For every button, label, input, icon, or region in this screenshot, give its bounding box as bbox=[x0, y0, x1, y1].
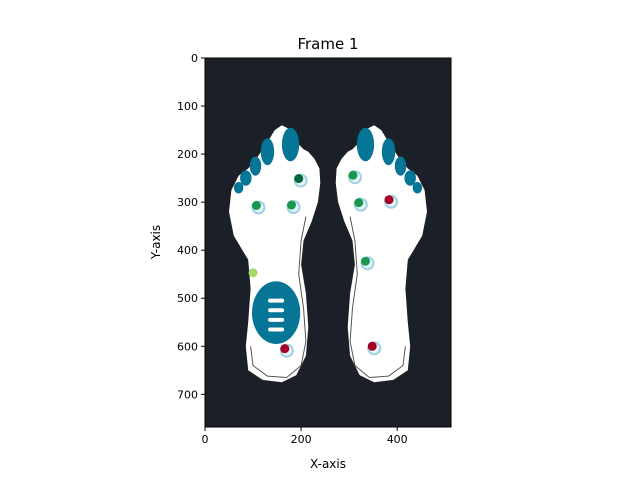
right-heel-slot-2 bbox=[371, 308, 388, 313]
right-toe-pad-5 bbox=[412, 181, 423, 194]
left-toe-pad-5 bbox=[233, 181, 244, 194]
right-foot-insole bbox=[335, 125, 427, 383]
x-tick-label: 400 bbox=[387, 433, 408, 446]
sensor-point-9 bbox=[360, 256, 370, 266]
right-heel-slot-3 bbox=[371, 317, 388, 322]
chart-title: Frame 1 bbox=[297, 35, 358, 53]
sensor-point-7 bbox=[354, 198, 364, 208]
right-toe-pad-2 bbox=[381, 138, 396, 166]
right-toe-pad-3 bbox=[394, 156, 407, 176]
x-axis-ticks: 0 200 400 bbox=[202, 427, 408, 446]
y-tick-label: 100 bbox=[177, 100, 198, 113]
sensor-point-8 bbox=[384, 195, 394, 205]
left-heel-slot-3 bbox=[268, 317, 285, 322]
right-foot-inner-line bbox=[349, 216, 406, 379]
x-axis-label: X-axis bbox=[310, 457, 346, 471]
y-tick-label: 0 bbox=[191, 52, 198, 65]
plot-frame bbox=[204, 57, 452, 428]
x-tick-label: 0 bbox=[202, 433, 209, 446]
left-heel-slot-2 bbox=[268, 308, 285, 313]
right-toe-pad-4 bbox=[404, 170, 416, 186]
left-heel-slot-4 bbox=[268, 327, 285, 332]
sensor-point-2 bbox=[251, 201, 261, 211]
sensor-point-10 bbox=[367, 341, 377, 351]
y-tick-label: 400 bbox=[177, 244, 198, 257]
sensor-point-5 bbox=[280, 344, 290, 354]
left-heel-slot-1 bbox=[268, 298, 285, 303]
left-foot-inner-line bbox=[250, 216, 307, 379]
right-heel-pad bbox=[252, 281, 301, 344]
y-tick-label: 600 bbox=[177, 340, 198, 353]
sensor-point-3 bbox=[286, 200, 296, 210]
left-toe-pad-2 bbox=[260, 138, 275, 166]
left-toe-pad-4 bbox=[240, 170, 252, 186]
plot-area bbox=[204, 57, 452, 428]
y-axis-label: Y-axis bbox=[149, 225, 163, 260]
y-tick-label: 500 bbox=[177, 292, 198, 305]
sensor-point-6 bbox=[348, 170, 358, 180]
y-axis-ticks: 0 100 200 300 400 500 600 700 bbox=[177, 52, 205, 401]
y-tick-label: 300 bbox=[177, 196, 198, 209]
y-tick-label: 700 bbox=[177, 388, 198, 401]
right-toe-pad-1 bbox=[356, 127, 375, 162]
left-toe-pad-1 bbox=[281, 127, 300, 162]
left-toe-pad-3 bbox=[249, 156, 262, 176]
sensor-point-4 bbox=[248, 268, 258, 278]
right-heel-slot-4 bbox=[371, 327, 388, 332]
x-tick-label: 200 bbox=[291, 433, 312, 446]
y-tick-label: 200 bbox=[177, 148, 198, 161]
sensor-point-1 bbox=[294, 174, 304, 184]
right-heel-slot-1 bbox=[371, 298, 388, 303]
